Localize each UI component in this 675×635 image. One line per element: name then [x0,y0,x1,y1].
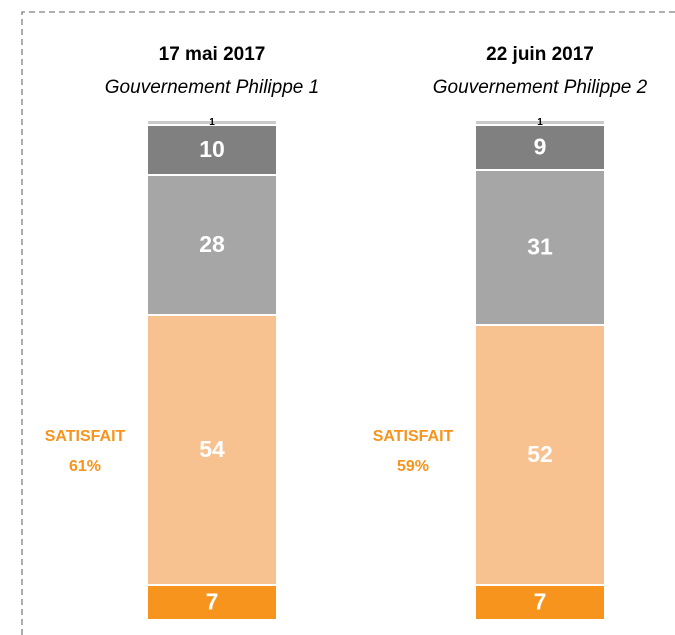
category-subtitle: Gouvernement Philippe 2 [433,77,648,98]
data-label: 7 [206,589,219,615]
category-subtitle: Gouvernement Philippe 1 [105,77,319,98]
annotation-label: SATISFAIT [373,428,454,445]
bar-segment [474,124,606,171]
data-label: 54 [199,436,225,462]
bar-segment [146,124,278,176]
bar-segment [146,119,278,126]
data-label: 52 [527,441,553,467]
bar-segment [146,584,278,621]
annotation-percent: 61% [69,458,101,475]
bar-segment [474,169,606,326]
bar-segment [146,174,278,316]
data-label: 10 [199,136,225,162]
dashed-frame [21,11,675,635]
data-label: 7 [534,589,547,615]
category-label: 17 mai 2017 [159,44,266,65]
data-label: 31 [527,234,553,260]
annotation-label: SATISFAIT [45,428,126,445]
annotation-percent: 59% [397,458,429,475]
bar-segment [146,314,278,586]
data-label: 1 [537,117,543,128]
data-label: 9 [534,134,547,160]
category-label: 22 juin 2017 [486,44,594,65]
data-label: 1 [209,117,215,128]
bar-segment [474,324,606,586]
bar-segment [474,119,606,126]
data-label: 28 [199,231,225,257]
